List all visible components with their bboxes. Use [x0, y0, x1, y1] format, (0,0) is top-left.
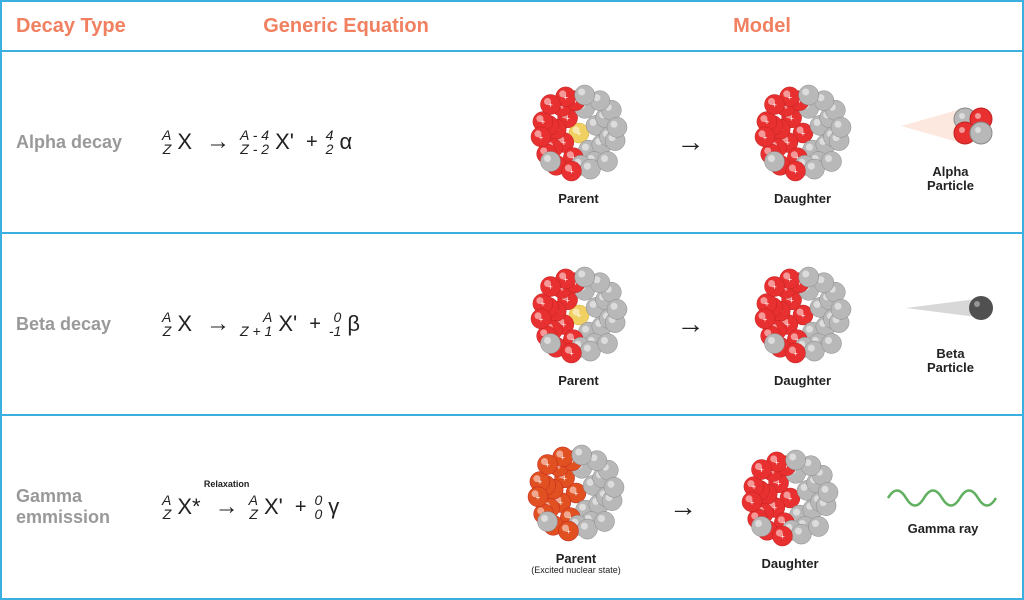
svg-text:+: +: [566, 527, 571, 536]
svg-text:+: +: [793, 167, 798, 176]
parent-nucleus: ++++++++++++++++ Parent(Excited nuclear …: [521, 438, 631, 576]
svg-text:+: +: [800, 129, 805, 138]
parent-label: Parent: [558, 192, 598, 206]
svg-text:+: +: [750, 498, 755, 507]
svg-text:+: +: [540, 299, 545, 308]
svg-text:+: +: [548, 100, 553, 109]
emitted-particle: AlphaParticle: [901, 91, 1001, 194]
equation: AZX → A - 4Z - 2X' + 42α: [162, 128, 502, 156]
parent-nucleus: ++++++++++++++++ Parent: [524, 260, 634, 388]
svg-text:+: +: [752, 482, 757, 491]
parent-nucleus: ++++++++++++++++ Parent: [524, 78, 634, 206]
parent-label: Parent: [558, 374, 598, 388]
header-model: Model: [516, 15, 1008, 38]
svg-text:+: +: [787, 93, 792, 102]
emitted-particle: Gamma ray: [883, 478, 1003, 536]
svg-text:+: +: [540, 117, 545, 126]
header-decay-type: Decay Type: [16, 15, 176, 38]
svg-text:+: +: [538, 315, 543, 324]
daughter-nucleus: ++++++++++++++++ Daughter: [748, 260, 858, 388]
svg-text:+: +: [574, 489, 579, 498]
decay-row: Gammaemmission AZX* →Relaxation AZX' + 0…: [2, 416, 1022, 598]
decay-row: Beta decay AZX → AZ + 1X' + 0-1β +++++++…: [2, 234, 1022, 416]
svg-text:+: +: [548, 282, 553, 291]
parent-label: Parent(Excited nuclear state): [531, 552, 621, 576]
daughter-label: Daughter: [774, 192, 831, 206]
header-row: Decay Type Generic Equation Model: [2, 2, 1022, 52]
svg-text:+: +: [563, 275, 568, 284]
daughter-label: Daughter: [761, 557, 818, 571]
svg-text:+: +: [576, 129, 581, 138]
arrow-icon: →: [677, 308, 705, 340]
daughter-nucleus: ++++++++++++++++ Daughter: [735, 443, 845, 571]
svg-text:+: +: [563, 93, 568, 102]
svg-text:+: +: [788, 494, 793, 503]
emitted-particle: BetaParticle: [901, 273, 1001, 376]
svg-text:+: +: [538, 133, 543, 142]
svg-text:+: +: [545, 460, 550, 469]
model-diagram: ++++++++++++++++ Parent(Excited nuclear …: [502, 438, 1022, 576]
emit-label: Gamma ray: [908, 522, 979, 536]
equation: AZX* →Relaxation AZX' + 00γ: [162, 493, 502, 521]
decay-type-label: Alpha decay: [2, 132, 162, 153]
equation: AZX → AZ + 1X' + 0-1β: [162, 310, 502, 338]
svg-text:+: +: [764, 117, 769, 126]
svg-text:+: +: [538, 478, 543, 487]
svg-text:+: +: [569, 167, 574, 176]
svg-text:+: +: [576, 311, 581, 320]
svg-text:+: +: [772, 100, 777, 109]
decay-type-label: Beta decay: [2, 314, 162, 335]
svg-text:+: +: [762, 315, 767, 324]
header-equation: Generic Equation: [176, 15, 516, 38]
emit-label: BetaParticle: [927, 347, 974, 376]
model-diagram: ++++++++++++++++ Parent → ++++++++++++++…: [502, 260, 1022, 388]
svg-text:+: +: [774, 458, 779, 467]
emit-label: AlphaParticle: [927, 165, 974, 194]
svg-text:+: +: [800, 311, 805, 320]
svg-text:+: +: [780, 532, 785, 541]
svg-text:+: +: [569, 349, 574, 358]
svg-text:+: +: [759, 465, 764, 474]
decay-type-label: Gammaemmission: [2, 486, 162, 528]
decay-row: Alpha decay AZX → A - 4Z - 2X' + 42α +++…: [2, 52, 1022, 234]
daughter-nucleus: ++++++++++++++++ Daughter: [748, 78, 858, 206]
arrow-icon: →: [677, 126, 705, 158]
svg-text:+: +: [536, 493, 541, 502]
svg-text:+: +: [764, 299, 769, 308]
arrow-icon: →: [669, 491, 697, 523]
daughter-label: Daughter: [774, 374, 831, 388]
rows-container: Alpha decay AZX → A - 4Z - 2X' + 42α +++…: [2, 52, 1022, 598]
svg-text:+: +: [560, 453, 565, 462]
svg-text:+: +: [762, 133, 767, 142]
svg-text:+: +: [787, 275, 792, 284]
svg-text:+: +: [793, 349, 798, 358]
svg-text:+: +: [772, 282, 777, 291]
model-diagram: ++++++++++++++++ Parent → ++++++++++++++…: [502, 78, 1022, 206]
